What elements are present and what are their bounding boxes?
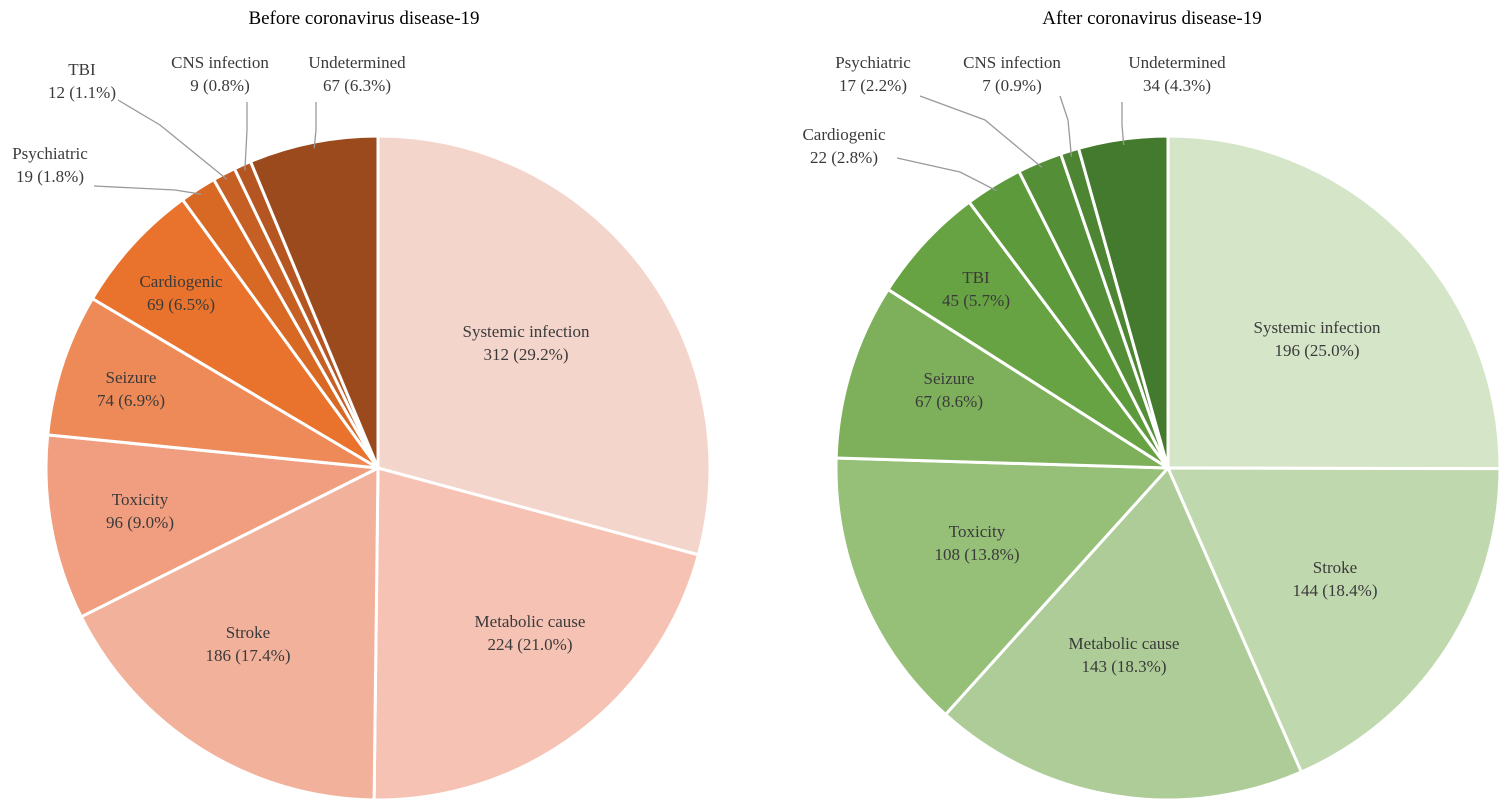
after-slice-metabolic-cause <box>944 466 1303 802</box>
before-slice-label-cardiogenic: Cardiogenic <box>139 272 223 291</box>
after-slice-seizure <box>834 287 1170 470</box>
before-slice-value-cns-infection: 9 (0.8%) <box>190 76 249 95</box>
before-slice-stroke <box>79 466 380 802</box>
before-slice-label-cns-infection: CNS infection <box>171 53 269 72</box>
before-slice-cardiogenic <box>90 198 380 470</box>
before-slice-label-toxicity: Toxicity <box>112 490 169 509</box>
after-slice-value-systemic-infection: 196 (25.0%) <box>1275 341 1360 360</box>
before-slice-seizure <box>46 297 380 470</box>
before-slice-value-undetermined: 67 (6.3%) <box>323 76 391 95</box>
after-slice-label-toxicity: Toxicity <box>949 522 1006 541</box>
after-slice-label-stroke: Stroke <box>1313 558 1357 577</box>
before-slice-label-undetermined: Undetermined <box>308 53 406 72</box>
before-slice-undetermined <box>249 134 380 470</box>
before-slice-value-seizure: 74 (6.9%) <box>97 391 165 410</box>
after-slice-label-systemic-infection: Systemic infection <box>1253 318 1381 337</box>
before-pie-chart: Before coronavirus disease-19 Systemic in… <box>12 8 712 802</box>
after-leader-line-undetermined <box>1121 102 1125 146</box>
after-slice-label-cns-infection: CNS infection <box>963 53 1061 72</box>
before-slice-label-metabolic-cause: Metabolic cause <box>475 612 586 631</box>
after-slice-value-stroke: 144 (18.4%) <box>1293 581 1378 600</box>
before-slice-value-toxicity: 96 (9.0%) <box>106 513 174 532</box>
after-chart-title: After coronavirus disease-19 <box>1042 8 1261 29</box>
after-slice-toxicity <box>834 456 1170 716</box>
after-leader-line-psychiatric <box>919 95 1043 168</box>
before-slice-toxicity <box>44 433 380 619</box>
after-slice-value-undetermined: 34 (4.3%) <box>1143 76 1211 95</box>
before-leader-line-tbi <box>117 99 228 180</box>
before-slice-label-systemic-infection: Systemic infection <box>462 322 590 341</box>
before-chart-title: Before coronavirus disease-19 <box>248 8 479 29</box>
before-leader-line-psychiatric <box>93 185 202 195</box>
after-slice-label-tbi: TBI <box>962 268 990 287</box>
after-slice-value-cns-infection: 7 (0.9%) <box>982 76 1041 95</box>
after-slice-label-cardiogenic: Cardiogenic <box>802 125 886 144</box>
after-slice-systemic-infection <box>1166 134 1502 471</box>
after-slice-label-metabolic-cause: Metabolic cause <box>1069 634 1180 653</box>
after-slice-value-tbi: 45 (5.7%) <box>942 291 1010 310</box>
before-leader-line-undetermined <box>313 102 317 149</box>
after-leader-line-cns-infection <box>1059 95 1073 157</box>
before-slice-label-tbi: TBI <box>68 60 96 79</box>
after-slice-value-metabolic-cause: 143 (18.3%) <box>1082 657 1167 676</box>
before-slice-label-seizure: Seizure <box>106 368 157 387</box>
after-slice-value-cardiogenic: 22 (2.8%) <box>810 148 878 167</box>
after-slice-stroke <box>1166 466 1502 774</box>
before-slice-metabolic-cause <box>372 466 700 802</box>
after-pie-chart: After coronavirus disease-19 Systemic inf… <box>802 8 1502 802</box>
before-slice-value-cardiogenic: 69 (6.5%) <box>147 295 215 314</box>
after-slice-value-psychiatric: 17 (2.2%) <box>839 76 907 95</box>
after-leader-line-cardiogenic <box>896 157 997 192</box>
before-slice-label-psychiatric: Psychiatric <box>12 144 88 163</box>
before-slice-value-tbi: 12 (1.1%) <box>48 83 116 102</box>
before-slice-value-metabolic-cause: 224 (21.0%) <box>488 635 573 654</box>
before-slice-value-psychiatric: 19 (1.8%) <box>16 167 84 186</box>
after-slice-label-seizure: Seizure <box>924 369 975 388</box>
before-leader-line-cns-infection <box>244 102 248 171</box>
before-slice-value-systemic-infection: 312 (29.2%) <box>484 345 569 364</box>
before-slice-label-stroke: Stroke <box>226 623 270 642</box>
after-slice-value-seizure: 67 (8.6%) <box>915 392 983 411</box>
after-slice-value-toxicity: 108 (13.8%) <box>935 545 1020 564</box>
after-slice-label-undetermined: Undetermined <box>1128 53 1226 72</box>
after-slice-label-psychiatric: Psychiatric <box>835 53 911 72</box>
before-slice-systemic-infection <box>376 134 712 557</box>
before-slice-value-stroke: 186 (17.4%) <box>206 646 291 665</box>
